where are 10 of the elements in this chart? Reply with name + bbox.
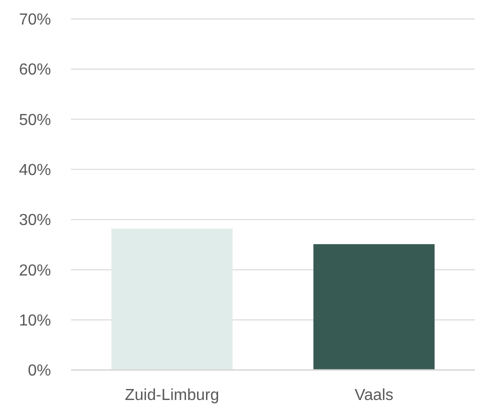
y-tick-label: 40% xyxy=(18,162,51,180)
x-tick-label: Vaals xyxy=(354,387,394,404)
y-tick-label: 30% xyxy=(18,212,51,230)
y-tick-label: 60% xyxy=(18,62,51,79)
y-tick-label: 50% xyxy=(18,112,51,129)
x-tick-label: Zuid-Limburg xyxy=(124,387,220,404)
y-tick-label: 20% xyxy=(18,262,51,280)
y-tick-label: 0% xyxy=(28,362,51,380)
y-tick-label: 10% xyxy=(18,312,51,330)
y-tick-label: 70% xyxy=(18,12,51,29)
